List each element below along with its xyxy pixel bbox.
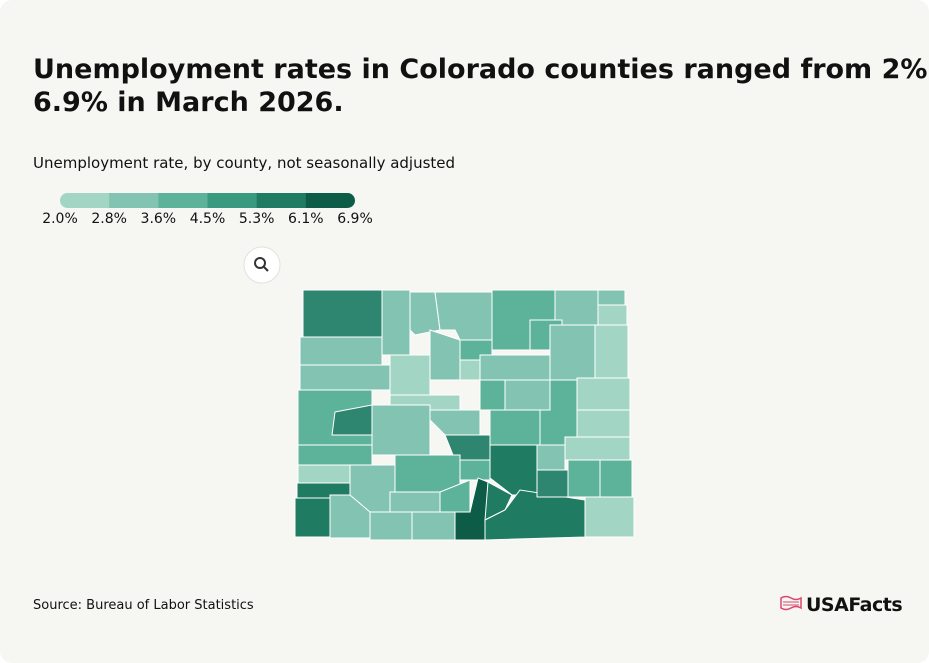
county-map bbox=[294, 289, 635, 541]
legend-label: 6.9% bbox=[337, 211, 373, 227]
logo-text: USAFacts bbox=[806, 594, 902, 616]
logo: USAFacts bbox=[780, 594, 903, 616]
subtitle: Unemployment rate, by county, not season… bbox=[33, 154, 455, 172]
legend-label: 3.6% bbox=[141, 211, 177, 227]
legend-swatch bbox=[109, 193, 159, 208]
legend-label: 2.0% bbox=[42, 211, 78, 227]
title-line: 6.9% in March 2026. bbox=[33, 87, 344, 118]
source: Source: Bureau of Labor Statistics bbox=[33, 598, 254, 613]
legend-label: 2.8% bbox=[91, 211, 127, 227]
legend-swatch bbox=[60, 193, 110, 208]
legend-swatch bbox=[256, 193, 307, 208]
zoom-button[interactable] bbox=[243, 246, 281, 284]
legend-label: 5.3% bbox=[239, 211, 275, 227]
title-line: Unemployment rates in Colorado counties … bbox=[33, 54, 929, 85]
legend-swatch bbox=[305, 193, 355, 208]
legend-label: 6.1% bbox=[288, 211, 324, 227]
legend-swatch bbox=[158, 193, 208, 208]
legend: 2.0% 2.8% 3.6% 4.5% 5.3% 6.1% 6.9% bbox=[42, 193, 373, 227]
legend-swatch bbox=[207, 193, 258, 208]
legend-label: 4.5% bbox=[190, 211, 226, 227]
